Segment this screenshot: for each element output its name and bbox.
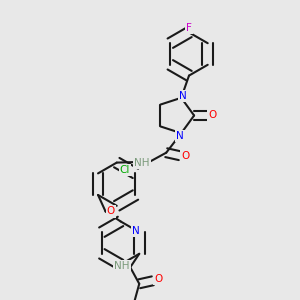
Text: Cl: Cl	[120, 165, 130, 176]
Text: NH: NH	[114, 261, 130, 272]
Text: O: O	[154, 274, 162, 284]
Text: N: N	[132, 226, 140, 236]
Text: O: O	[107, 206, 115, 217]
Text: O: O	[208, 110, 216, 121]
Text: F: F	[186, 23, 192, 33]
Text: N: N	[176, 131, 184, 141]
Text: O: O	[181, 151, 189, 161]
Text: N: N	[179, 91, 187, 101]
Text: NH: NH	[134, 158, 150, 168]
